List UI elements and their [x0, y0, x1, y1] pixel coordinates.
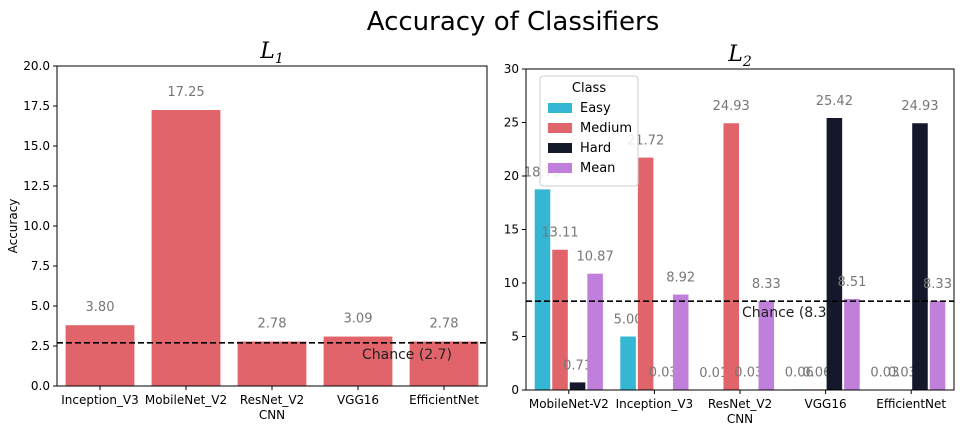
- bar-value-label: 3.80: [86, 300, 115, 315]
- bar-value-label: 24.93: [713, 99, 750, 114]
- y-tick-label: 15: [504, 223, 519, 237]
- legend-label-medium: Medium: [580, 121, 632, 136]
- y-tick-label: 30: [504, 62, 519, 76]
- bar-mean: [672, 294, 689, 390]
- x-axis-title: CNN: [727, 412, 753, 426]
- legend-swatch-mean: [548, 163, 572, 173]
- bar-mean: [844, 298, 860, 390]
- bar-easy: [620, 336, 636, 390]
- bar-medium: [552, 249, 568, 390]
- bar-mean: [587, 273, 603, 390]
- chart-l2: L205101520253018.755.000.010.060.0313.11…: [504, 42, 955, 426]
- y-tick-label: 12.5: [23, 179, 50, 193]
- bar-value-label: 2.78: [430, 317, 459, 332]
- x-tick-label: VGG16: [337, 393, 379, 407]
- figure-title: Accuracy of Classifiers: [367, 7, 660, 37]
- bar-value-label: 0.06: [785, 365, 814, 380]
- y-tick-label: 0: [511, 383, 519, 397]
- bar-value-label: 0.01: [699, 366, 728, 381]
- x-tick-label: Inception_V3: [616, 397, 694, 411]
- x-tick-label: VGG16: [805, 397, 847, 411]
- bar-value-label: 8.33: [923, 277, 952, 292]
- legend-swatch-hard: [548, 143, 572, 153]
- bar-value-label: 0.03: [649, 366, 678, 381]
- bar-hard: [569, 382, 586, 390]
- bar: [409, 341, 479, 386]
- bar-value-label: 5.00: [614, 313, 643, 328]
- x-tick-label: EfficientNet: [409, 393, 479, 407]
- bar-value-label: 10.87: [577, 250, 614, 265]
- bar-value-label: 24.93: [901, 99, 938, 114]
- y-tick-label: 25: [504, 116, 519, 130]
- y-tick-label: 7.5: [31, 259, 50, 273]
- bar-value-label: 2.78: [258, 317, 287, 332]
- bar: [151, 110, 221, 386]
- y-tick-label: 5: [511, 330, 519, 344]
- bar: [65, 325, 135, 386]
- y-tick-label: 15.0: [23, 139, 50, 153]
- y-tick-label: 10: [504, 276, 519, 290]
- bar-value-label: 8.51: [837, 275, 866, 290]
- legend-swatch-medium: [548, 123, 572, 133]
- bar-value-label: 0.03: [734, 366, 763, 381]
- x-tick-label: ResNet_V2: [708, 397, 772, 411]
- x-tick-label: EfficientNet: [876, 397, 946, 411]
- legend-label-hard: Hard: [580, 141, 611, 156]
- bar-hard: [912, 123, 928, 391]
- chart-l1: L1 0.0 2.5 5.0 7.5 10.0 12.5 15.0 17.5 20.0 3.80 17…: [6, 39, 488, 422]
- y-tick-label: 2.5: [31, 339, 50, 353]
- bar-value-label: 0.06: [802, 365, 831, 380]
- y-tick-label: 10.0: [23, 219, 50, 233]
- bar-value-label: 0.03: [870, 366, 899, 381]
- bar-value-label: 0.71: [563, 358, 592, 373]
- bar-value-label: 17.25: [167, 85, 204, 100]
- y-tick-label: 20: [504, 169, 519, 183]
- chance-label: Chance (8.3): [742, 305, 832, 321]
- bar-value-label: 3.09: [344, 312, 373, 327]
- legend-swatch-easy: [548, 103, 572, 113]
- y-tick-label: 20.0: [23, 59, 50, 73]
- bar-medium: [637, 157, 654, 390]
- y-tick-label: 17.5: [23, 99, 50, 113]
- bar-medium: [723, 123, 739, 391]
- bar-value-label: 13.11: [541, 226, 578, 241]
- x-tick-label: MobileNet_V2: [145, 393, 227, 407]
- subplot-title: L1: [259, 39, 284, 67]
- bar-value-label: 0.03: [888, 366, 917, 381]
- legend-title: Class: [572, 81, 606, 96]
- y-tick-label: 0.0: [31, 379, 50, 393]
- x-axis-title: CNN: [259, 408, 285, 422]
- y-tick-label: 5.0: [31, 299, 50, 313]
- x-tick-label: MobileNet-V2: [529, 397, 609, 411]
- legend: Class Easy Medium Hard Mean: [539, 75, 639, 187]
- legend-label-mean: Mean: [580, 161, 615, 176]
- bar-hard: [826, 118, 843, 391]
- subplot-title: L2: [727, 42, 752, 70]
- legend-label-easy: Easy: [580, 101, 611, 116]
- x-tick-label: Inception_V3: [61, 393, 139, 407]
- bar-mean: [929, 300, 946, 390]
- bar: [323, 336, 393, 386]
- plot-frame: [525, 68, 955, 391]
- bar-value-label: 8.33: [752, 277, 781, 292]
- plot-frame: [56, 65, 488, 387]
- chance-label: Chance (2.7): [362, 347, 452, 363]
- bar-value-label: 8.92: [666, 271, 695, 286]
- bar-easy: [534, 189, 551, 390]
- y-axis-title: Accuracy: [6, 199, 20, 254]
- x-tick-label: ResNet_V2: [240, 393, 304, 407]
- bar: [237, 341, 307, 386]
- bar-value-label: 25.42: [816, 94, 853, 109]
- bar-mean: [758, 300, 775, 390]
